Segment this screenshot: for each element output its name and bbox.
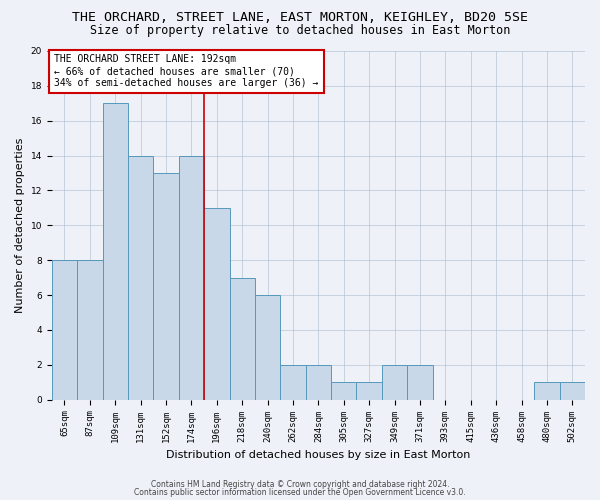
Bar xyxy=(77,260,103,400)
Bar xyxy=(154,173,179,400)
Bar xyxy=(407,365,433,400)
Bar xyxy=(255,295,280,400)
Bar xyxy=(230,278,255,400)
Bar xyxy=(103,104,128,400)
Text: THE ORCHARD STREET LANE: 192sqm
← 66% of detached houses are smaller (70)
34% of: THE ORCHARD STREET LANE: 192sqm ← 66% of… xyxy=(55,54,319,88)
Bar xyxy=(356,382,382,400)
Text: Contains HM Land Registry data © Crown copyright and database right 2024.: Contains HM Land Registry data © Crown c… xyxy=(151,480,449,489)
Text: THE ORCHARD, STREET LANE, EAST MORTON, KEIGHLEY, BD20 5SE: THE ORCHARD, STREET LANE, EAST MORTON, K… xyxy=(72,11,528,24)
Bar xyxy=(179,156,204,400)
Bar xyxy=(560,382,585,400)
Bar xyxy=(331,382,356,400)
Bar xyxy=(128,156,154,400)
Bar xyxy=(204,208,230,400)
Bar xyxy=(52,260,77,400)
Bar xyxy=(534,382,560,400)
Text: Size of property relative to detached houses in East Morton: Size of property relative to detached ho… xyxy=(90,24,510,37)
Y-axis label: Number of detached properties: Number of detached properties xyxy=(15,138,25,313)
Bar xyxy=(305,365,331,400)
Bar xyxy=(280,365,305,400)
Text: Contains public sector information licensed under the Open Government Licence v3: Contains public sector information licen… xyxy=(134,488,466,497)
X-axis label: Distribution of detached houses by size in East Morton: Distribution of detached houses by size … xyxy=(166,450,470,460)
Bar xyxy=(382,365,407,400)
